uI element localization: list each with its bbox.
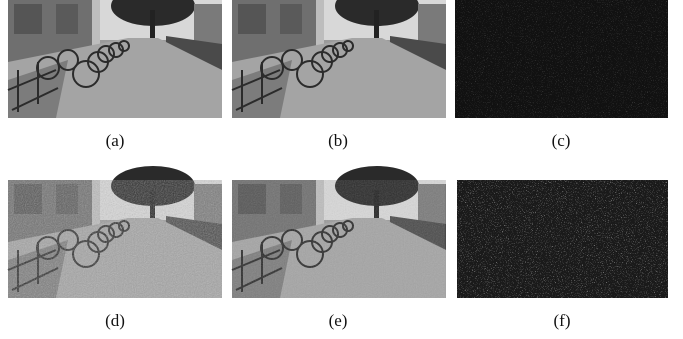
- panel-b: [232, 0, 446, 118]
- caption: (e): [329, 311, 348, 330]
- image: [8, 0, 222, 118]
- image-noise: [8, 180, 222, 298]
- panel-c: [455, 0, 668, 118]
- page: (a) (b) (c) (d) (e) (f) (() => { const d…: [0, 0, 683, 339]
- panel-e: [232, 166, 446, 298]
- caption: (f): [554, 311, 571, 330]
- panel-a: [8, 0, 222, 118]
- figure: (a) (b) (c) (d) (e) (f): [0, 0, 683, 339]
- caption: (d): [105, 311, 125, 330]
- caption: (c): [552, 131, 571, 150]
- image-noise: [232, 180, 445, 298]
- caption: (a): [106, 131, 125, 150]
- panel-d: [8, 166, 222, 298]
- image: [232, 0, 446, 118]
- panel-f: [457, 180, 668, 298]
- caption: (b): [328, 131, 348, 150]
- image-detail: [455, 0, 668, 118]
- image-detail: [457, 180, 668, 298]
